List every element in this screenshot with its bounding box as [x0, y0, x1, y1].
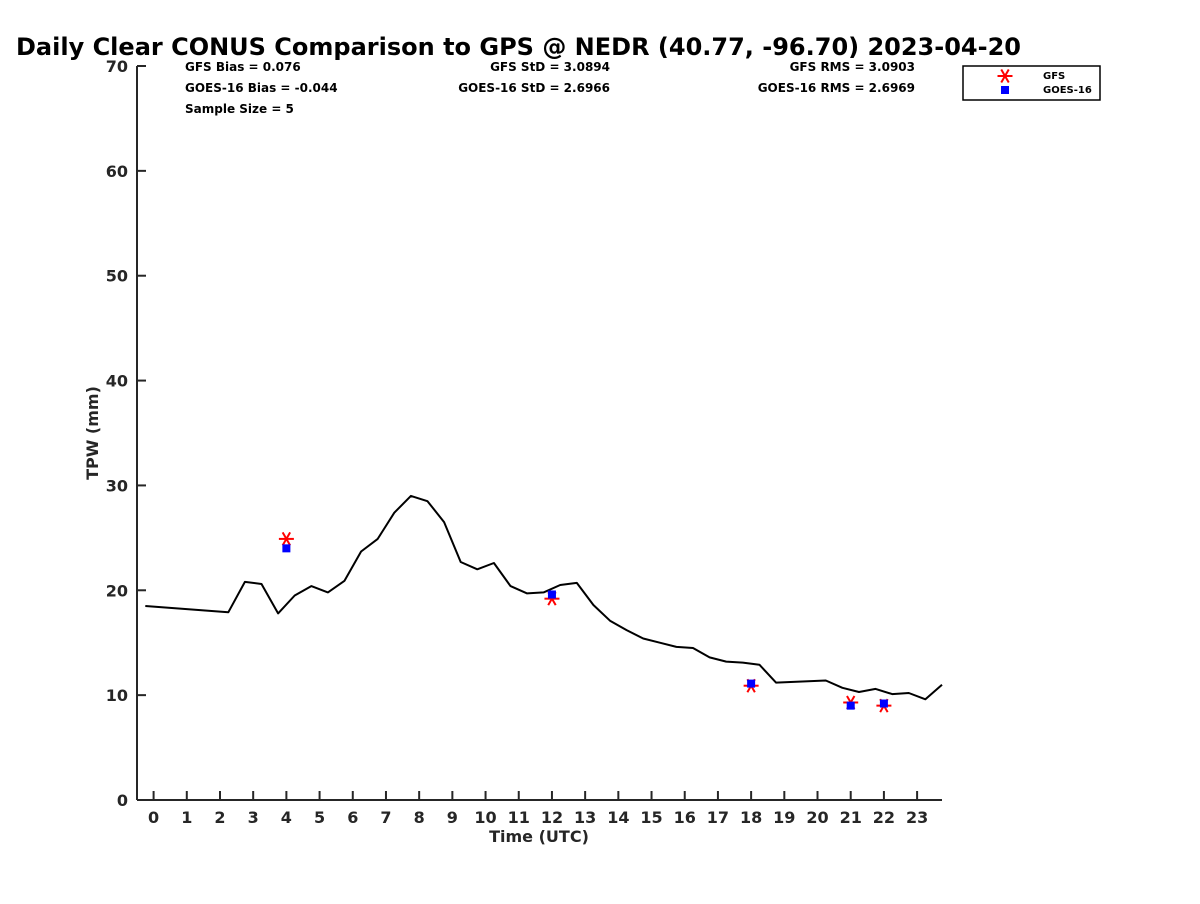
x-tick-label: 17	[707, 808, 729, 827]
x-tick-label: 16	[674, 808, 696, 827]
gfs-std-text: GFS StD = 3.0894	[490, 60, 610, 74]
x-tick-label: 1	[181, 808, 192, 827]
goes-point	[879, 699, 888, 708]
x-tick-label: 5	[314, 808, 325, 827]
y-tick-label: 30	[106, 476, 128, 495]
legend-gfs-label: GFS	[1043, 71, 1065, 82]
legend-gfs-asterisk	[997, 69, 1013, 83]
y-tick-label: 70	[106, 57, 128, 76]
x-tick-label: 19	[773, 808, 795, 827]
x-tick-label: 18	[740, 808, 762, 827]
x-tick-label: 22	[873, 808, 895, 827]
x-tick-label: 8	[414, 808, 425, 827]
legend: GFS GOES-16	[962, 65, 1101, 101]
legend-gfs-marker	[997, 69, 1013, 83]
goes-point	[282, 544, 291, 553]
goes-bias-text: GOES-16 Bias = -0.044	[185, 81, 338, 95]
x-tick-label: 23	[906, 808, 928, 827]
stats-block: GFS Bias = 0.076 GOES-16 Bias = -0.044 S…	[185, 60, 915, 116]
x-tick-label: 4	[281, 808, 292, 827]
x-tick-label: 13	[574, 808, 596, 827]
x-tick-label: 10	[474, 808, 496, 827]
goes-std-text: GOES-16 StD = 2.6966	[458, 81, 610, 95]
x-tick-label: 20	[806, 808, 828, 827]
x-tick-label: 15	[640, 808, 662, 827]
y-tick-label: 50	[106, 267, 128, 286]
goes-point	[747, 679, 756, 688]
goes-point	[547, 590, 556, 599]
y-tick-label: 20	[106, 581, 128, 600]
x-tick-label: 21	[840, 808, 862, 827]
x-tick-label: 9	[447, 808, 458, 827]
x-tick-label: 3	[248, 808, 259, 827]
x-axis-label: Time (UTC)	[489, 827, 589, 846]
series-layer	[145, 494, 943, 713]
y-tick-label: 60	[106, 162, 128, 181]
legend-goes-label: GOES-16	[1043, 85, 1092, 96]
x-tick-label: 0	[148, 808, 159, 827]
x-tick-label: 6	[347, 808, 358, 827]
y-tick-label: 40	[106, 372, 128, 391]
x-tick-label: 11	[508, 808, 530, 827]
x-tick-label: 2	[214, 808, 225, 827]
y-tick-label: 10	[106, 686, 128, 705]
legend-goes-square	[1001, 86, 1009, 94]
gps-line	[145, 494, 943, 701]
gfs-bias-text: GFS Bias = 0.076	[185, 60, 301, 74]
sample-size-text: Sample Size = 5	[185, 102, 294, 116]
y-tick-label: 0	[117, 791, 128, 810]
y-axis-label: TPW (mm)	[83, 386, 102, 480]
x-tick-label: 12	[541, 808, 563, 827]
goes-rms-text: GOES-16 RMS = 2.6969	[758, 81, 915, 95]
legend-goes-marker	[1001, 86, 1009, 94]
x-tick-label: 14	[607, 808, 629, 827]
chart-title: Daily Clear CONUS Comparison to GPS @ NE…	[16, 33, 1021, 61]
legend-box	[962, 65, 1101, 101]
gfs-point	[278, 531, 294, 546]
gfs-rms-text: GFS RMS = 3.0903	[790, 60, 915, 74]
goes-point	[846, 701, 855, 710]
x-tick-label: 7	[380, 808, 391, 827]
